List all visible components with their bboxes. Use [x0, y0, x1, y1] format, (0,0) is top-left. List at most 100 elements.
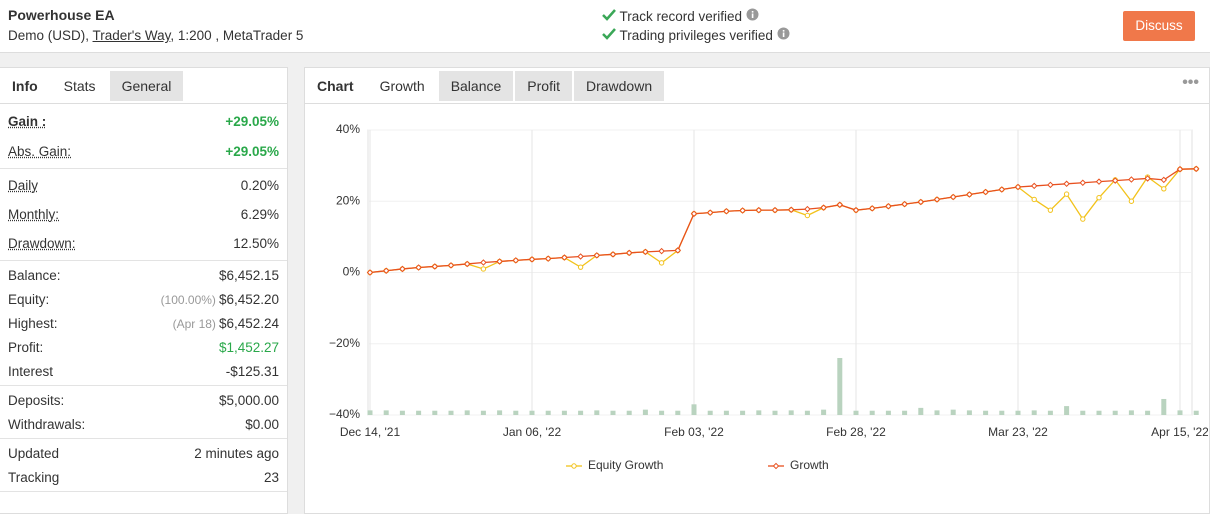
point [577, 264, 584, 270]
point [658, 247, 665, 255]
point [933, 196, 941, 203]
stat-value: 23 [263, 469, 279, 485]
point [690, 210, 698, 217]
point [1079, 179, 1087, 186]
point [771, 206, 779, 214]
broker-link[interactable]: Trader's Way [92, 28, 171, 43]
point [885, 202, 892, 210]
point [966, 191, 973, 198]
point [1047, 207, 1054, 213]
bar [383, 410, 389, 415]
x-tick-label: Jan 06, '22 [503, 425, 562, 439]
menu-dots[interactable]: ••• [1182, 74, 1199, 91]
verifications: Track record verified Trading privileges… [602, 7, 790, 45]
bar [448, 410, 454, 415]
stat-label: Daily [8, 178, 39, 193]
bar [756, 410, 762, 415]
bar [561, 410, 567, 415]
check-icon [602, 28, 616, 40]
tab[interactable]: Growth [367, 71, 437, 101]
tab[interactable]: Info [12, 78, 38, 94]
stat-label: Profit: [8, 339, 44, 355]
bar [723, 410, 729, 415]
point [723, 207, 730, 215]
legend-marker [772, 462, 780, 470]
point [1176, 165, 1184, 173]
stats-row: Interest -$125.31 [0, 359, 287, 383]
bar [1064, 406, 1070, 415]
bar [707, 410, 713, 415]
bar [1145, 410, 1151, 415]
header: Powerhouse EA Demo (USD), Trader's Way, … [0, 0, 1210, 53]
point [1063, 180, 1070, 188]
stats-row: Monthly: 6.29% [0, 200, 287, 229]
stat-value-wrap: $0.00 [245, 417, 279, 432]
bar [934, 410, 940, 415]
point [463, 260, 471, 268]
legend-label: Equity Growth [588, 458, 663, 472]
title: Powerhouse EA [8, 7, 115, 23]
bar [902, 410, 908, 415]
point [1080, 216, 1086, 222]
point [949, 193, 957, 201]
bar [1080, 410, 1086, 415]
point [917, 198, 925, 206]
stats-group: Balance: $6,452.15 Equity: (100.00%) $6,452.… [0, 261, 287, 386]
point [1144, 175, 1151, 182]
stats-group: Gain : +29.05% Abs. Gain: +29.05% [0, 104, 287, 169]
bar [480, 410, 486, 415]
stat-value: 2 minutes ago [194, 445, 279, 461]
bar [691, 404, 697, 415]
bar [416, 410, 422, 415]
stats-row: Tracking 23 [0, 465, 287, 489]
point [625, 249, 633, 257]
stat-value-wrap: 6.29% [241, 207, 279, 222]
y-tick-label: 20% [336, 193, 360, 207]
stat-value-wrap: $1,452.27 [219, 340, 279, 355]
info-icon[interactable] [777, 27, 790, 40]
stat-value-wrap: +29.05% [225, 114, 279, 129]
tab[interactable]: Stats [51, 71, 108, 101]
point [1096, 194, 1102, 201]
bar [837, 358, 843, 415]
bar [821, 409, 827, 415]
stats-row: Withdrawals: $0.00 [0, 412, 287, 436]
tab[interactable]: Profit [515, 71, 572, 101]
point [1047, 181, 1054, 189]
bar [610, 410, 616, 415]
point [852, 206, 860, 214]
point [674, 247, 682, 254]
tab[interactable]: General [109, 71, 184, 101]
point [577, 253, 584, 260]
tab[interactable]: Balance [438, 71, 514, 101]
point [1031, 196, 1037, 203]
point [998, 186, 1006, 193]
bar [513, 410, 519, 415]
bar [367, 410, 373, 415]
point [1128, 198, 1135, 204]
point [739, 207, 746, 214]
verification-text: Trading privileges verified [619, 28, 773, 43]
point [1095, 178, 1103, 185]
stat-value-wrap: 12.50% [233, 236, 279, 251]
stat-value-wrap: 23 [264, 470, 279, 485]
point [804, 212, 811, 219]
stats-row: Daily 0.20% [0, 171, 287, 200]
bar [772, 410, 778, 415]
tab[interactable]: Drawdown [573, 71, 665, 101]
bar [626, 410, 632, 415]
stat-label: Abs. Gain: [8, 143, 72, 159]
stat-value: $6,452.20 [218, 291, 279, 307]
discuss-button[interactable]: Discuss [1123, 11, 1195, 41]
y-tick-label: −40% [329, 407, 360, 421]
bar [1161, 398, 1167, 415]
bar [788, 410, 794, 415]
info-icon[interactable] [746, 8, 759, 21]
point [415, 264, 422, 271]
stat-value-wrap: 0.20% [241, 178, 279, 193]
bar [804, 410, 810, 415]
y-tick-label: 0% [343, 265, 361, 279]
series-line [369, 168, 1197, 274]
point [868, 205, 876, 212]
series-line [369, 168, 1197, 274]
